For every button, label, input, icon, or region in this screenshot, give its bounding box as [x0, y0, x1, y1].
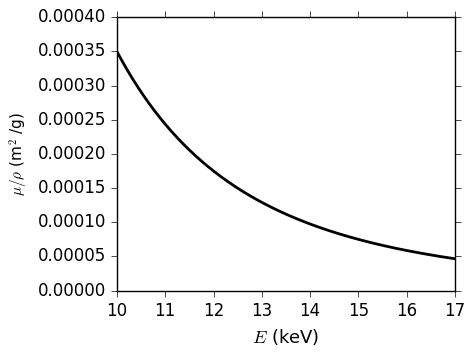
Y-axis label: $\mu/\rho$ (m$^2$ /g): $\mu/\rho$ (m$^2$ /g) — [9, 112, 30, 196]
X-axis label: $E$ (keV): $E$ (keV) — [252, 327, 319, 347]
